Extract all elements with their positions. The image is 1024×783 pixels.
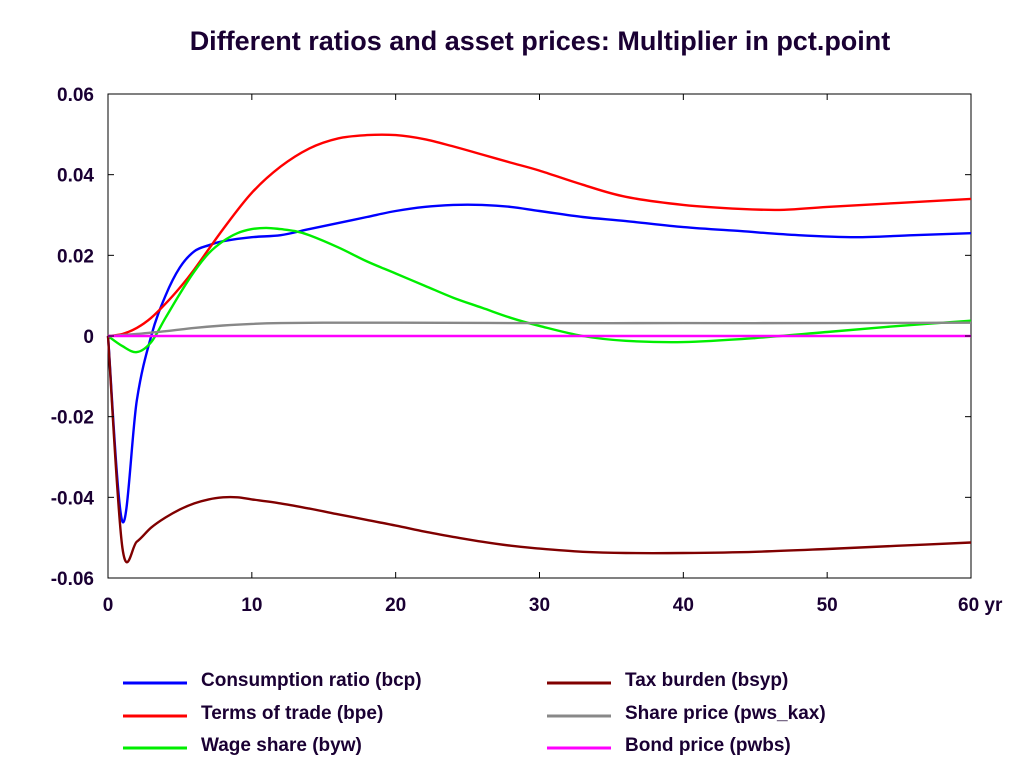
y-tick-label: 0.06 — [57, 85, 94, 106]
legend-label-4: Share price (pws_kax) — [625, 703, 826, 724]
x-tick-label: 60 yr — [958, 595, 1003, 616]
legend-label-5: Bond price (pwbs) — [625, 735, 791, 756]
series-line-2 — [107, 226, 972, 354]
legend-label-2: Wage share (byw) — [201, 735, 362, 756]
y-tick-label: -0.02 — [51, 408, 94, 429]
y-tick-label: -0.06 — [51, 569, 94, 590]
x-tick-label: 20 — [385, 595, 406, 616]
series-line-3 — [106, 335, 972, 564]
legend-label-1: Terms of trade (bpe) — [201, 703, 383, 724]
y-tick-label: 0.02 — [57, 246, 94, 267]
x-tick-label: 30 — [529, 595, 550, 616]
axis-layer: 0.06 0.04 0.02 0 -0.02 -0.04 -0.06 0 10 20 30 40 50 6… — [51, 85, 1003, 616]
x-tick-label: 10 — [241, 595, 262, 616]
series-line-0 — [106, 203, 972, 524]
series-line-1 — [107, 133, 972, 338]
legend-label-3: Tax burden (bsyp) — [625, 670, 788, 691]
legend: Consumption ratio (bcp) Terms of trade (b… — [123, 670, 826, 756]
x-tick-label: 50 — [817, 595, 838, 616]
x-tick-label: 40 — [673, 595, 694, 616]
y-tick-label: -0.04 — [51, 488, 95, 509]
series-line-4 — [107, 321, 972, 338]
x-tick-label: 0 — [103, 595, 114, 616]
series-layer — [106, 133, 972, 564]
chart-title: Different ratios and asset prices: Multi… — [190, 26, 891, 56]
legend-label-0: Consumption ratio (bcp) — [201, 670, 422, 691]
y-tick-label: 0 — [83, 327, 94, 348]
y-tick-label: 0.04 — [57, 166, 94, 187]
